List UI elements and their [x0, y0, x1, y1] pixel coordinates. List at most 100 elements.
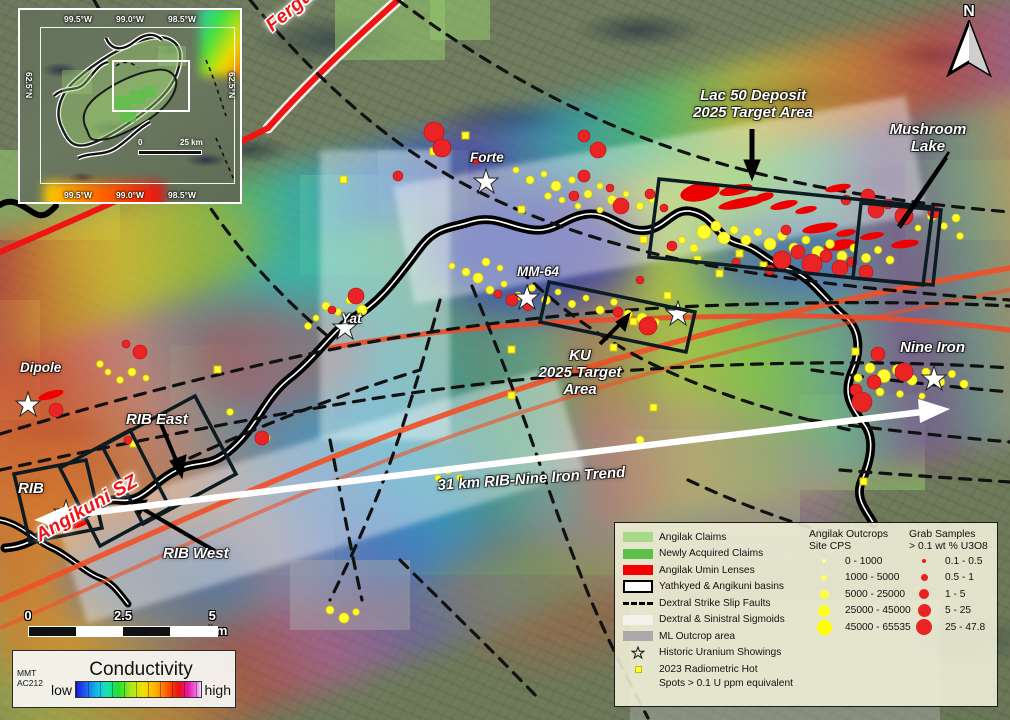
legend-item: Newly Acquired Claims [623, 546, 809, 563]
legend-label: 25000 - 45000 [845, 605, 911, 617]
swatch-newly-acquired-claims [623, 548, 653, 559]
legend-label: ML Outcrop area [659, 630, 736, 642]
legend-item: Historic Uranium Showings [623, 645, 809, 662]
inset-coord-bottom-1: 99.5°W [64, 190, 92, 200]
legend-item: 25 - 47.8 [909, 619, 989, 636]
legend-item: 25000 - 45000 [809, 603, 911, 620]
rib-east-box [99, 393, 239, 527]
legend-item: 1000 - 5000 [809, 570, 909, 587]
inset-conductivity-right [200, 10, 240, 76]
basin-outline [0, 206, 879, 553]
legend-item: Angilak Claims [623, 529, 809, 546]
basin-outline-inset-top [0, 198, 59, 219]
ku-target-box [537, 279, 698, 355]
grab-sample-dot-icon [909, 586, 939, 603]
legend-label: Angilak Umin Lenses [659, 564, 755, 576]
inset-conductivity-bottom [44, 182, 164, 202]
star-icon [623, 645, 653, 660]
swatch-umin-lenses [623, 565, 653, 576]
legend-label: 1 - 5 [945, 588, 966, 600]
conductivity-legend: MMT AC212 Conductivity low high [12, 650, 236, 708]
legend-item: Dextral Strike Slip Faults [623, 595, 809, 612]
historic-uranium-showings [14, 167, 948, 526]
map-legend: Angilak Claims Newly Acquired Claims Ang… [614, 522, 998, 707]
legend-outcrops-column: Angilak Outcrops Site CPS 0 - 1000 1000 … [809, 529, 911, 702]
grab-samples-title: Grab Samples [909, 529, 976, 540]
legend-label: 0 - 1000 [845, 555, 883, 567]
grab-sample-dot-icon [909, 553, 939, 570]
outcrop-dot-icon [809, 570, 839, 587]
inset-coord-bottom-2: 99.0°W [116, 190, 144, 200]
outcrops-title: Angilak Outcrops [809, 529, 889, 540]
label-rib: RIB [18, 480, 44, 497]
legend-item: Dextral & Sinistral Sigmoids [623, 612, 809, 629]
outcrop-dot-icon [809, 603, 839, 620]
annotation-arrows [130, 129, 951, 553]
inset-coord-bottom-3: 98.5°W [168, 190, 196, 200]
legend-item: 0.5 - 1 [909, 570, 989, 587]
label-dipole: Dipole [20, 360, 62, 375]
scale-bar-segments [28, 626, 218, 637]
survey-code-line2: AC212 [17, 678, 43, 688]
scale-bar: 0 2.5 5 km [24, 608, 227, 638]
label-mushroom-lake: Mushroom Lake [889, 121, 967, 155]
inset-coord-top-2: 99.0°W [116, 14, 144, 24]
legend-label: Dextral Strike Slip Faults [659, 597, 771, 609]
conductivity-color-ramp [75, 681, 202, 698]
swatch-sigmoids [623, 614, 653, 625]
outcrops-subtitle: Site CPS [809, 541, 852, 552]
legend-item: ML Outcrop area [623, 628, 809, 645]
legend-item: 0 - 1000 [809, 553, 909, 570]
scale-tick-0: 0 [24, 608, 32, 623]
scale-tick-1: 2.5 [113, 608, 133, 623]
claim-block [430, 0, 490, 40]
legend-item: 5000 - 25000 [809, 586, 909, 603]
grab-sample-dot-icon [909, 619, 939, 636]
label-lac-50-deposit: Lac 50 Deposit 2025 Target Area [693, 87, 813, 121]
legend-label: Angilak Claims [659, 531, 727, 543]
legend-item: 0.1 - 0.5 [909, 553, 989, 570]
outcrop-dot-icon [809, 619, 839, 636]
angikuni-shear-zone [0, 265, 1010, 630]
inset-scalebar [138, 150, 202, 155]
inset-linework [52, 32, 235, 181]
label-ku-target-area: KU 2025 Target Area [538, 347, 622, 398]
north-arrow: N [946, 4, 992, 82]
inset-coord-left: 62.5°N [24, 72, 34, 99]
swatch-strike-slip-faults [623, 601, 653, 605]
grab-samples-subtitle: > 0.1 wt % U3O8 [909, 541, 988, 552]
scale-bar-labels: 0 2.5 5 km [24, 608, 227, 638]
inset-coord-right: 62.5°N [227, 72, 237, 99]
inset-scalebar-max: 25 km [180, 138, 203, 147]
grab-sample-dot-icon [909, 570, 939, 587]
conductivity-legend-title: Conductivity [89, 659, 193, 680]
legend-item: Angilak Umin Lenses [623, 562, 809, 579]
conductivity-high-label: high [204, 681, 231, 698]
legend-item: 5 - 25 [909, 603, 989, 620]
label-nine-iron: Nine Iron [900, 339, 966, 356]
swatch-basins-outline [623, 580, 653, 594]
inset-locator-map: 99.5°W 99.0°W 98.5°W 99.5°W 99.0°W 98.5°… [18, 8, 242, 204]
north-arrow-label: N [963, 3, 975, 20]
grab-sample-dot-icon [909, 603, 939, 620]
legend-label: Yathkyed & Angikuni basins [659, 581, 784, 593]
swatch-ml-outcrop [623, 631, 653, 642]
scale-segment [170, 627, 217, 636]
label-rib-west: RIB West [163, 545, 229, 562]
legend-note: Spots > 0.1 U ppm equivalent [659, 677, 793, 689]
legend-label: 25 - 47.8 [945, 621, 986, 633]
scale-segment [123, 627, 170, 636]
target-area-boxes [11, 177, 943, 549]
label-rib-east: RIB East [126, 411, 188, 428]
mushroom-lake-leader [899, 157, 948, 229]
legend-label: 5000 - 25000 [845, 588, 906, 600]
label-mm-64: MM-64 [517, 264, 560, 279]
legend-item: 2023 Radiometric Hot [623, 661, 809, 678]
legend-label: 2023 Radiometric Hot [659, 663, 758, 675]
rib-west-box [57, 427, 173, 549]
north-arrow-icon [946, 17, 992, 78]
legend-label: Dextral & Sinistral Sigmoids [659, 614, 785, 626]
rib-box [11, 457, 105, 545]
legend-label: Newly Acquired Claims [659, 548, 764, 560]
